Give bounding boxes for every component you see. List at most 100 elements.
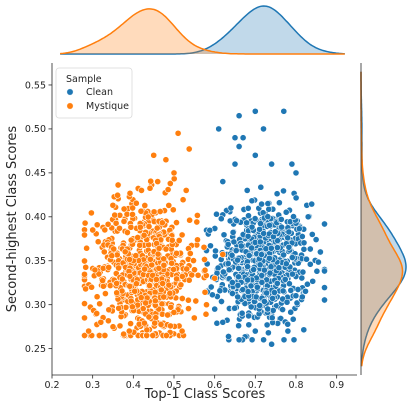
scatter-point-clean [256,225,263,233]
scatter-point-clean [234,282,242,289]
scatter-point-clean [256,302,264,309]
scatter-point-clean [224,260,232,267]
y-tick-label: 0.40 [25,212,46,223]
scatter-point-clean [292,169,300,177]
scatter-point-clean [244,288,252,295]
scatter-point-clean [243,187,251,194]
scatter-point-mystique [166,289,174,297]
scatter-point-clean [232,247,240,254]
scatter-point-mystique [142,299,149,307]
scatter-area [81,107,328,348]
scatter-point-clean [235,322,242,330]
scatter-point-clean [245,212,252,220]
scatter-point-mystique [121,248,129,256]
scatter-point-mystique [170,175,178,183]
scatter-point-mystique [89,226,97,234]
scatter-point-clean [257,220,264,227]
scatter-point-mystique [88,283,95,291]
kde-fill-x-clean [60,6,345,54]
scatter-point-mystique [81,332,88,339]
scatter-point-mystique [164,311,171,319]
scatter-point-mystique [151,288,159,296]
scatter-point-clean [263,321,271,329]
scatter-point-clean [216,287,224,295]
scatter-point-clean [248,223,256,231]
scatter-point-mystique [147,255,154,263]
scatter-point-clean [244,263,251,270]
scatter-point-clean [234,293,242,301]
scatter-point-clean [300,326,308,334]
scatter-point-clean [293,299,301,307]
scatter-point-mystique [185,305,192,312]
scatter-point-mystique [155,264,163,272]
scatter-point-clean [220,231,228,239]
scatter-point-mystique [129,211,136,218]
scatter-point-mystique [201,266,209,274]
scatter-point-clean [263,289,270,297]
scatter-point-clean [247,282,255,290]
legend-marker-clean [66,88,74,96]
scatter-point-mystique [175,237,183,244]
scatter-point-clean [235,112,243,120]
y-tick-label: 0.25 [25,344,46,355]
y-tick-label: 0.55 [25,80,46,91]
scatter-point-clean [295,225,303,233]
scatter-point-clean [213,319,221,327]
scatter-point-clean [258,272,266,279]
scatter-point-clean [321,284,328,291]
scatter-point-mystique [96,300,103,308]
scatter-point-clean [235,264,242,272]
scatter-point-mystique [141,265,148,273]
scatter-point-clean [231,304,239,312]
scatter-point-clean [209,291,216,299]
scatter-point-mystique [113,289,121,297]
scatter-point-mystique [106,282,114,289]
scatter-point-mystique [120,218,128,225]
scatter-point-mystique [201,256,208,263]
scatter-point-mystique [178,327,186,335]
scatter-point-clean [298,233,306,240]
scatter-point-mystique [114,181,122,189]
scatter-point-clean [280,336,288,344]
scatter-point-mystique [151,319,159,327]
scatter-point-clean [312,236,320,243]
kde-line-x-mystique [60,8,345,55]
scatter-point-mystique [152,276,160,283]
scatter-point-mystique [170,266,177,273]
scatter-point-mystique [158,219,166,227]
scatter-point-clean [251,107,259,115]
scatter-point-clean [264,213,272,220]
scatter-point-clean [267,263,275,271]
scatter-point-mystique [160,255,168,263]
scatter-point-mystique [139,305,147,312]
legend-label-mystique: Mystique [86,101,129,112]
scatter-point-mystique [109,201,117,209]
scatter-point-mystique [178,273,186,280]
y-tick-label: 0.30 [25,300,46,311]
scatter-point-clean [302,287,309,295]
scatter-point-clean [268,160,275,168]
scatter-point-mystique [129,303,136,311]
scatter-point-clean [299,268,307,276]
scatter-point-mystique [100,282,107,290]
scatter-point-clean [274,244,281,251]
scatter-point-mystique [173,249,180,257]
scatter-point-clean [244,204,252,212]
scatter-point-clean [248,244,255,252]
scatter-point-mystique [178,295,186,302]
scatter-point-mystique [151,297,159,305]
scatter-point-clean [213,210,220,218]
scatter-point-mystique [193,218,201,226]
scatter-point-clean [290,336,298,344]
scatter-point-clean [218,298,225,305]
scatter-point-clean [303,255,310,263]
scatter-point-clean [266,254,273,262]
scatter-point-mystique [112,219,120,227]
scatter-point-mystique [145,223,153,230]
scatter-point-clean [274,237,281,244]
scatter-point-clean [294,286,302,293]
scatter-point-mystique [163,332,170,339]
scatter-point-clean [280,251,287,259]
scatter-point-mystique [174,129,182,137]
scatter-point-clean [261,298,268,305]
